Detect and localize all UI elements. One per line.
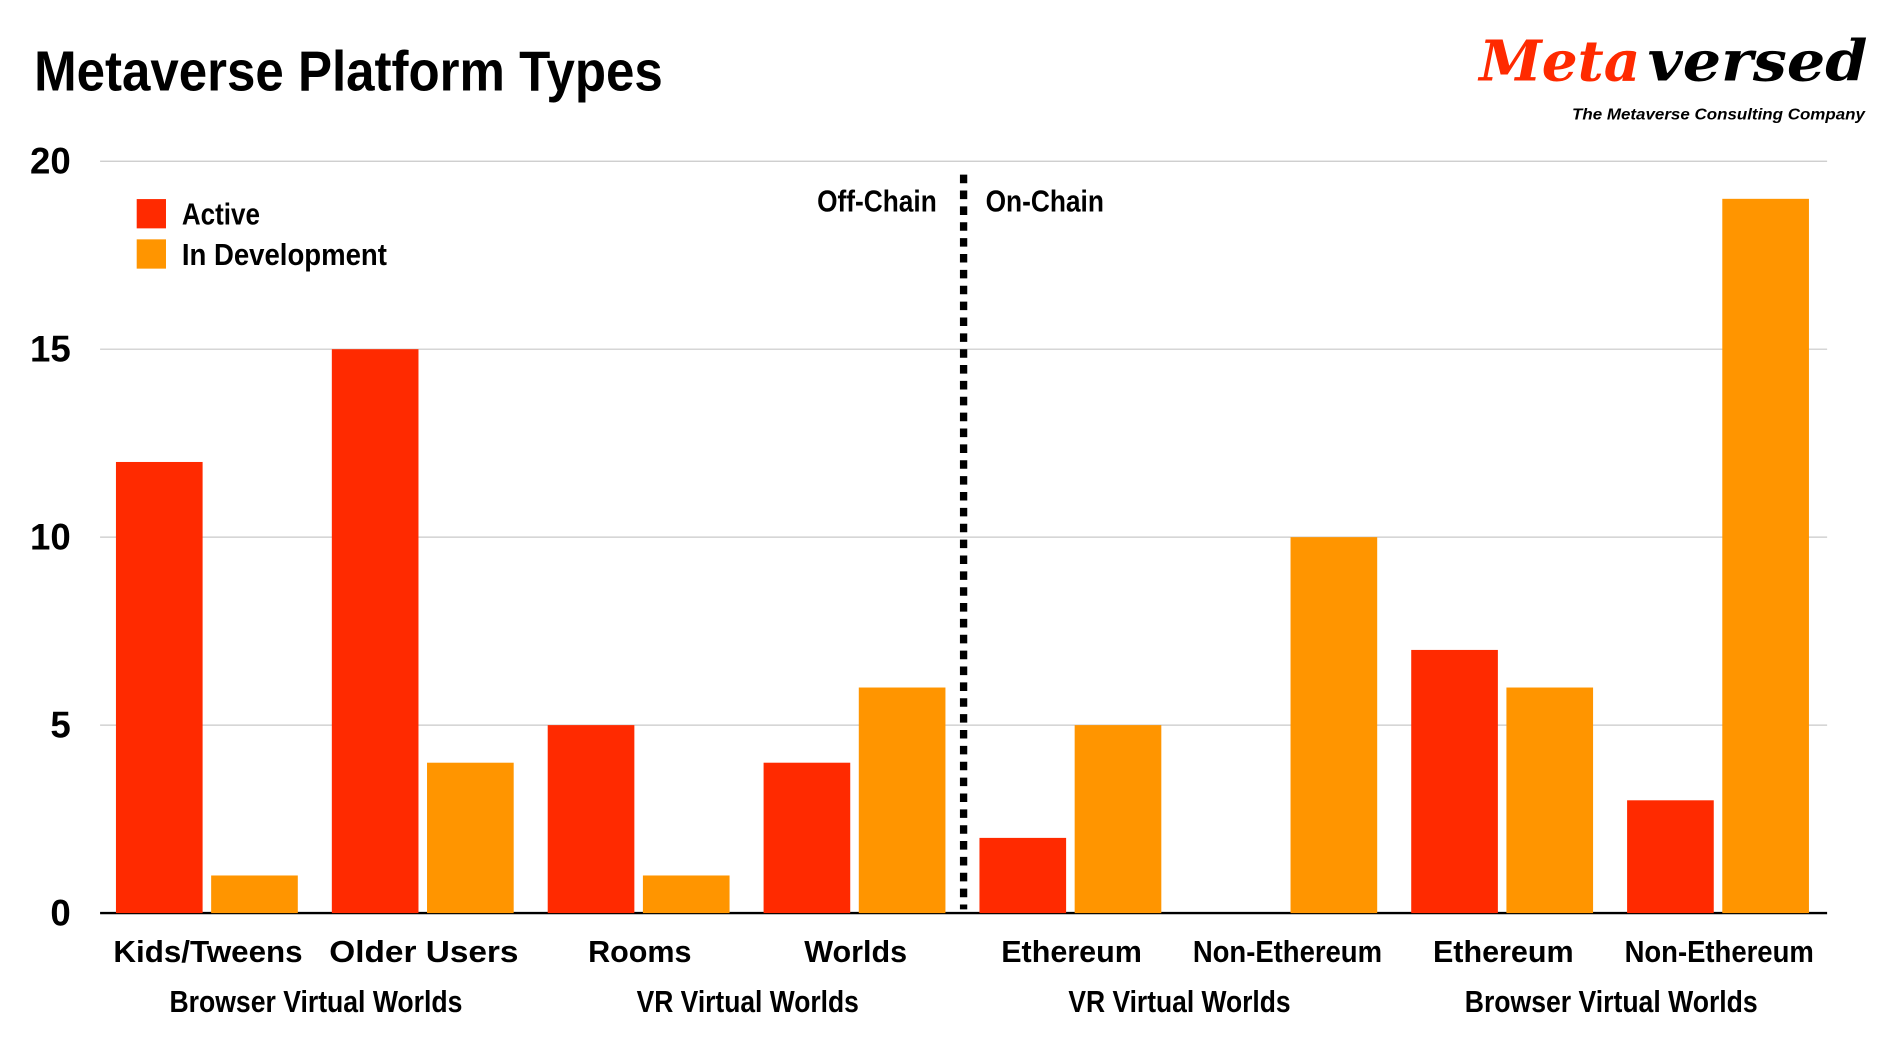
x-tick-label: Ethereum: [1433, 935, 1574, 969]
legend-label: Active: [182, 198, 260, 232]
logo-text-red: Meta: [1477, 29, 1640, 95]
bar-in-development: [1290, 537, 1378, 914]
x-tick-label: Non-Ethereum: [1625, 935, 1814, 969]
bar-active: [1627, 800, 1714, 914]
legend-label: In Development: [182, 238, 387, 272]
x-tick-label: Rooms: [588, 935, 691, 969]
bar-active: [763, 762, 851, 914]
bar-active: [331, 349, 419, 914]
logo: Meta versed The Metaverse Consulting Com…: [1477, 29, 1867, 124]
bar-active: [1411, 649, 1498, 914]
x-group-label: Browser Virtual Worlds: [169, 985, 462, 1019]
logo-text-black: versed: [1648, 29, 1868, 95]
bar-active: [115, 461, 203, 914]
bar-in-development: [642, 875, 730, 914]
legend-swatch: [136, 199, 166, 229]
x-tick-label: Non-Ethereum: [1193, 935, 1382, 969]
y-tick-label: 5: [50, 704, 70, 745]
y-tick-label: 20: [30, 140, 71, 181]
chart-title: Metaverse Platform Types: [34, 39, 663, 102]
x-group-label: VR Virtual Worlds: [1068, 985, 1290, 1019]
bar-in-development: [211, 875, 298, 914]
x-tick-label: Worlds: [804, 935, 907, 969]
bar-in-development: [1074, 725, 1162, 914]
bar-active: [547, 725, 635, 914]
x-group-label: VR Virtual Worlds: [637, 985, 859, 1019]
bar-in-development: [1722, 198, 1809, 914]
bar-in-development: [1506, 687, 1594, 914]
bar-in-development: [427, 762, 514, 914]
x-group-label: Browser Virtual Worlds: [1465, 985, 1758, 1019]
y-tick-label: 15: [30, 328, 71, 369]
x-tick-label: Ethereum: [1001, 935, 1142, 969]
on-chain-label: On-Chain: [986, 184, 1104, 218]
bar-active: [979, 837, 1067, 914]
off-chain-label: Off-Chain: [817, 184, 937, 218]
y-tick-label: 0: [50, 892, 70, 933]
legend-swatch: [136, 239, 166, 269]
x-tick-label: Kids/Tweens: [113, 935, 302, 969]
y-tick-label: 10: [30, 516, 71, 557]
bar-in-development: [858, 687, 946, 914]
x-tick-label: Older Users: [329, 935, 518, 969]
logo-tagline: The Metaverse Consulting Company: [1572, 107, 1866, 124]
